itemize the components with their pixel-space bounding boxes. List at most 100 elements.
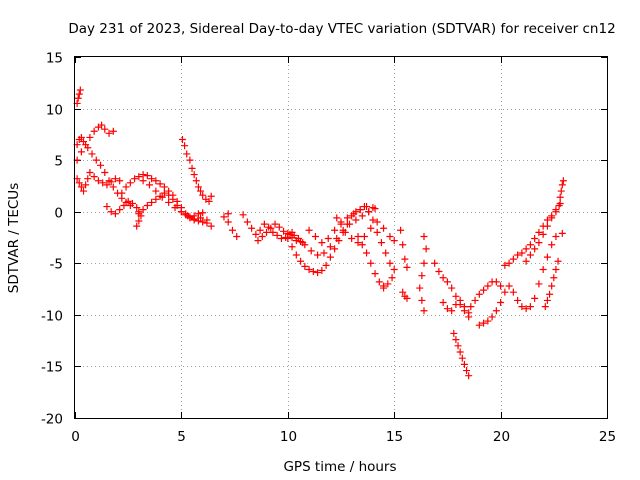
data-point: [197, 214, 205, 222]
data-point: [190, 215, 198, 223]
data-point: [135, 210, 143, 218]
data-point: [458, 354, 466, 362]
data-point: [145, 181, 153, 189]
data-point: [388, 274, 396, 282]
data-point: [288, 243, 296, 251]
data-point: [74, 94, 82, 102]
data-point: [380, 282, 388, 290]
data-point: [390, 265, 398, 273]
y-tick-label: 10: [46, 103, 63, 119]
axis-ticks: [75, 57, 608, 419]
data-point: [305, 265, 313, 273]
data-point: [273, 231, 281, 239]
data-point: [220, 213, 228, 221]
series-track-w: [450, 329, 473, 380]
data-point: [543, 253, 551, 261]
data-point: [535, 239, 543, 247]
series-track-cc: [555, 177, 567, 237]
data-point: [333, 235, 341, 243]
data-point: [269, 228, 277, 236]
data-point: [539, 265, 547, 273]
data-point: [341, 228, 349, 236]
data-point: [135, 173, 143, 181]
y-tick-label: 15: [46, 51, 63, 67]
data-point: [152, 187, 160, 195]
series-track-a: [73, 86, 84, 107]
data-point: [267, 224, 275, 232]
data-point: [158, 193, 166, 201]
data-point: [418, 272, 426, 280]
series-track-aa: [522, 199, 564, 265]
data-point: [552, 206, 560, 214]
data-point: [133, 204, 141, 212]
x-tick-label: 10: [280, 429, 297, 445]
data-point: [390, 237, 398, 245]
data-point: [111, 210, 119, 218]
grid: [75, 57, 607, 418]
data-point: [543, 222, 551, 230]
data-point: [467, 303, 475, 311]
data-point: [75, 179, 83, 187]
series-track-q: [360, 203, 398, 292]
data-point: [360, 203, 368, 211]
data-point: [333, 214, 341, 222]
data-point: [367, 224, 375, 232]
data-point: [194, 210, 202, 218]
data-point: [439, 298, 447, 306]
data-point: [488, 313, 496, 321]
data-point: [337, 220, 345, 228]
data-point: [143, 202, 151, 210]
data-point: [558, 181, 566, 189]
data-point: [207, 192, 215, 200]
data-point: [420, 259, 428, 267]
data-point: [373, 228, 381, 236]
x-tick-label: 15: [386, 429, 403, 445]
data-point: [322, 261, 330, 269]
data-point: [128, 199, 136, 207]
data-point: [480, 286, 488, 294]
data-point: [541, 303, 549, 311]
data-point: [224, 210, 232, 218]
x-tick-label: 20: [493, 429, 510, 445]
data-point: [369, 204, 377, 212]
data-point: [531, 245, 539, 253]
data-point: [375, 278, 383, 286]
data-point: [346, 220, 354, 228]
data-point: [497, 282, 505, 290]
data-point: [465, 309, 473, 317]
data-point: [254, 237, 262, 245]
data-point: [169, 195, 177, 203]
data-point: [109, 127, 117, 135]
data-point: [354, 232, 362, 240]
data-point: [111, 175, 119, 183]
data-point: [277, 235, 285, 243]
data-point: [456, 348, 464, 356]
data-point: [522, 305, 530, 313]
data-point: [284, 235, 292, 243]
data-point: [484, 282, 492, 290]
data-point: [239, 211, 247, 219]
data-point: [143, 172, 151, 180]
data-point: [546, 290, 554, 298]
data-point: [526, 241, 534, 249]
data-point: [120, 202, 128, 210]
data-point: [386, 259, 394, 267]
series-track-i: [178, 136, 215, 205]
data-point: [118, 189, 126, 197]
data-point: [382, 249, 390, 257]
data-point: [526, 251, 534, 259]
data-point: [386, 232, 394, 240]
data-point: [314, 251, 322, 259]
data-point: [365, 208, 373, 216]
data-point: [377, 239, 385, 247]
data-point: [256, 226, 264, 234]
data-point: [94, 177, 102, 185]
data-point: [82, 141, 90, 149]
data-point: [133, 222, 141, 230]
data-point: [148, 198, 156, 206]
data-point: [352, 216, 360, 224]
data-point: [326, 253, 334, 261]
series-track-x: [467, 278, 505, 311]
data-point: [101, 169, 109, 177]
data-point: [492, 278, 500, 286]
